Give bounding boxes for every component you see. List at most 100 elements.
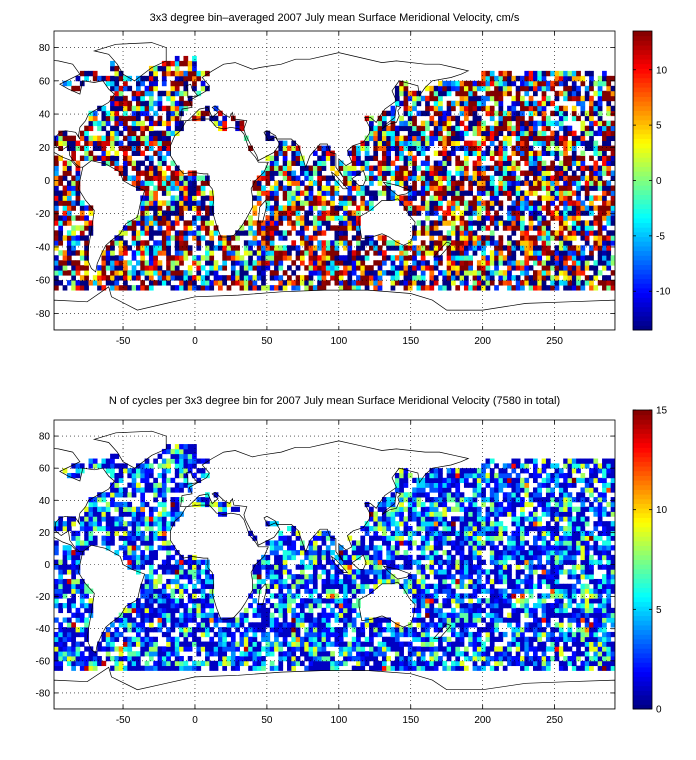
data-bin [153,195,158,201]
data-bin [140,607,146,614]
data-bin [88,140,94,147]
data-bin [589,627,594,633]
data-bin [351,260,357,266]
data-bin [399,265,404,271]
data-bin [528,622,534,628]
data-bin [127,665,133,671]
data-bin [593,205,599,211]
data-bin [476,200,482,206]
colorbar-segment [633,259,652,266]
data-bin [75,75,81,82]
data-bin [166,598,171,604]
data-bin [200,622,206,628]
data-bin [407,656,413,662]
data-bin [412,270,417,276]
data-bin [528,656,534,662]
data-bin [606,85,612,92]
data-bin [476,612,482,618]
data-bin [545,200,551,206]
data-bin [97,646,102,652]
data-bin [256,603,262,609]
data-bin [459,245,465,251]
data-bin [498,275,504,281]
data-bin [347,245,353,251]
data-bin [446,250,452,256]
data-bin [291,636,297,642]
data-bin [356,260,361,266]
data-bin [127,627,133,633]
data-bin [476,245,482,251]
data-bin [489,240,495,246]
data-bin [166,631,171,638]
data-bin [420,260,426,266]
data-bin [321,636,327,642]
data-bin [571,190,577,196]
data-bin [118,130,124,137]
data-bin [161,105,167,112]
data-bin [295,200,301,206]
data-bin [153,660,158,667]
data-bin [356,170,361,176]
data-bin [192,195,197,201]
data-bin [308,280,314,286]
data-bin [166,190,171,196]
data-bin [364,622,370,628]
data-bin [110,115,115,122]
data-bin [295,612,301,618]
data-bin [498,70,504,77]
data-bin [459,170,465,176]
data-bin [278,285,284,291]
data-bin [356,245,361,251]
data-bin [360,651,366,657]
data-bin [235,627,240,633]
data-bin [420,220,426,226]
data-bin [360,631,366,638]
data-bin [192,598,197,604]
data-bin [278,180,284,186]
data-bin [153,200,158,206]
data-bin [580,603,586,609]
data-bin [399,85,404,92]
data-bin [71,215,76,221]
data-bin [360,185,366,191]
data-bin [584,115,590,122]
data-bin [187,617,193,623]
data-bin [131,95,137,102]
data-bin [528,275,534,281]
data-bin [299,651,305,657]
data-bin [425,631,430,638]
data-bin [347,225,353,231]
data-bin [269,170,275,176]
data-bin [148,275,154,281]
data-bin [325,240,331,246]
data-bin [412,665,417,671]
data-bin [472,110,478,117]
data-bin [416,598,422,604]
data-bin [153,627,158,633]
data-bin [399,175,404,181]
data-bin [200,220,206,226]
data-bin [312,641,318,647]
data-bin [459,660,465,667]
data-bin [511,230,517,236]
data-bin [563,155,568,161]
data-bin [356,656,361,662]
data-bin [235,665,240,671]
data-bin [610,607,615,614]
data-bin [338,220,344,226]
data-bin [226,617,232,623]
data-bin [239,641,245,647]
data-bin [299,260,305,266]
data-bin [161,80,167,87]
data-bin [66,245,72,251]
data-bin [278,651,284,657]
data-bin [481,125,486,132]
y-tick-label: -40 [36,242,51,253]
data-bin [213,641,219,647]
data-bin [148,603,154,609]
data-bin [602,250,607,256]
data-bin [84,622,89,628]
data-bin [170,90,176,97]
data-bin [183,631,189,638]
data-bin [140,195,146,201]
